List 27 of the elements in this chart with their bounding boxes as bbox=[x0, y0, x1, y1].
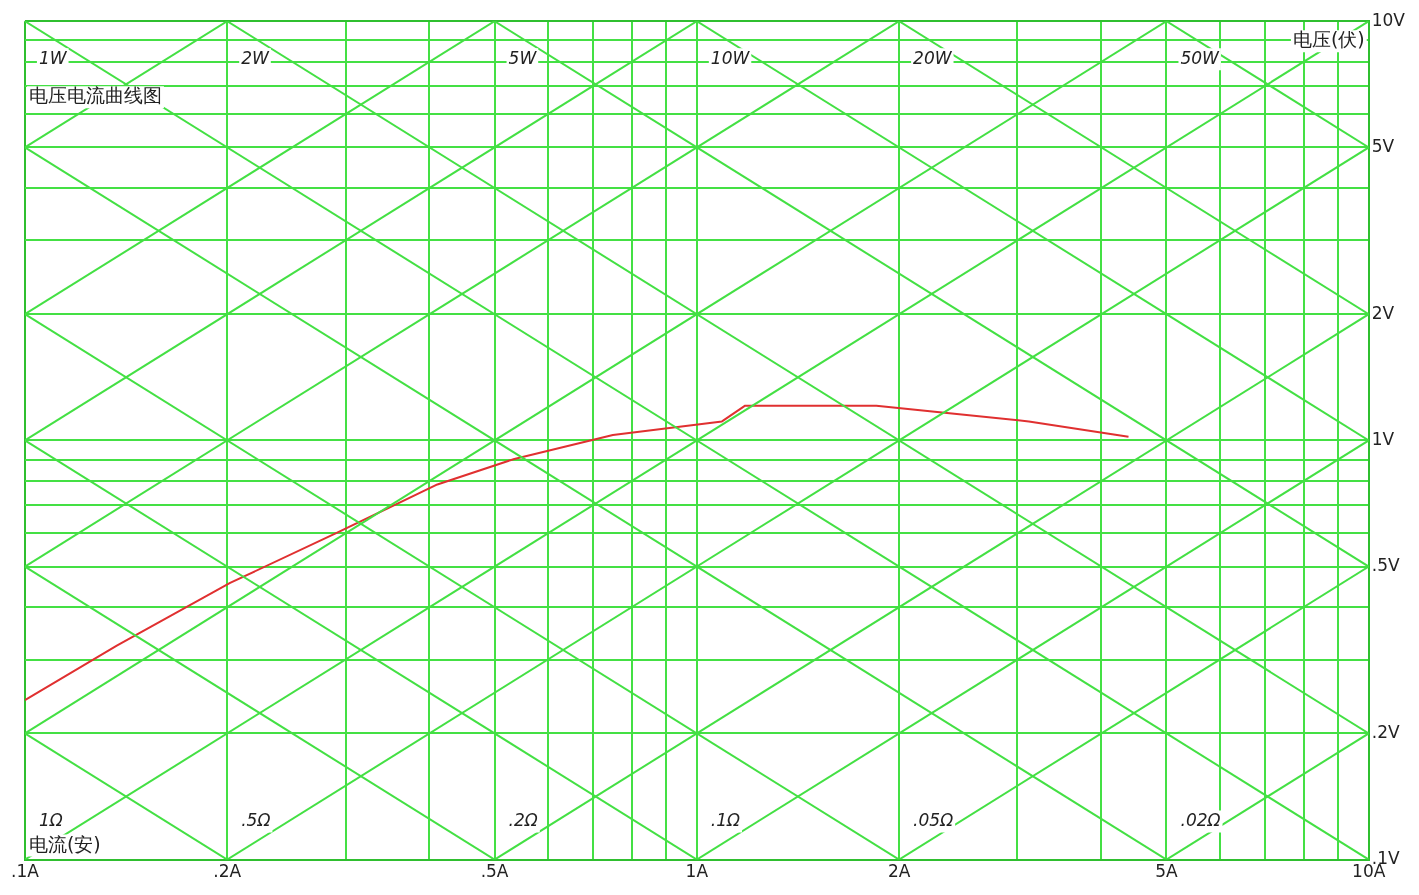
series-label: 10W bbox=[710, 47, 751, 68]
series-label: 50W bbox=[1180, 47, 1221, 68]
series-label: 1W bbox=[38, 47, 68, 68]
x-axis-title: 电流(安) bbox=[28, 832, 101, 855]
x-tick-label: 2A bbox=[887, 861, 911, 882]
series-label: .02Ω bbox=[1180, 810, 1221, 831]
y-tick-label: .2V bbox=[1371, 721, 1400, 742]
x-tick-label: .5A bbox=[480, 861, 509, 882]
x-tick-label: 1A bbox=[685, 861, 709, 882]
series-label: 2W bbox=[241, 47, 270, 68]
series-label: 20W bbox=[913, 47, 953, 68]
x-tick-label: .2A bbox=[213, 861, 242, 882]
y-tick-label: 10V bbox=[1371, 9, 1406, 30]
y-tick-label: 2V bbox=[1371, 302, 1395, 323]
y-axis-title: 电压(伏) bbox=[1292, 28, 1365, 51]
y-tick-label: .5V bbox=[1371, 555, 1400, 576]
series-label: .2Ω bbox=[508, 810, 538, 831]
x-tick-label: .1A bbox=[10, 861, 40, 882]
series-label: 5W bbox=[508, 47, 538, 68]
y-tick-label: 1V bbox=[1371, 428, 1395, 449]
series-label: 1Ω bbox=[38, 810, 63, 831]
x-tick-label: 5A bbox=[1155, 861, 1179, 882]
series-label: .1Ω bbox=[710, 810, 741, 831]
text: 电压电流曲线图 bbox=[28, 84, 162, 107]
series-label: .5Ω bbox=[241, 810, 271, 831]
y-tick-label: 5V bbox=[1371, 135, 1395, 156]
series-label: .05Ω bbox=[913, 810, 954, 831]
